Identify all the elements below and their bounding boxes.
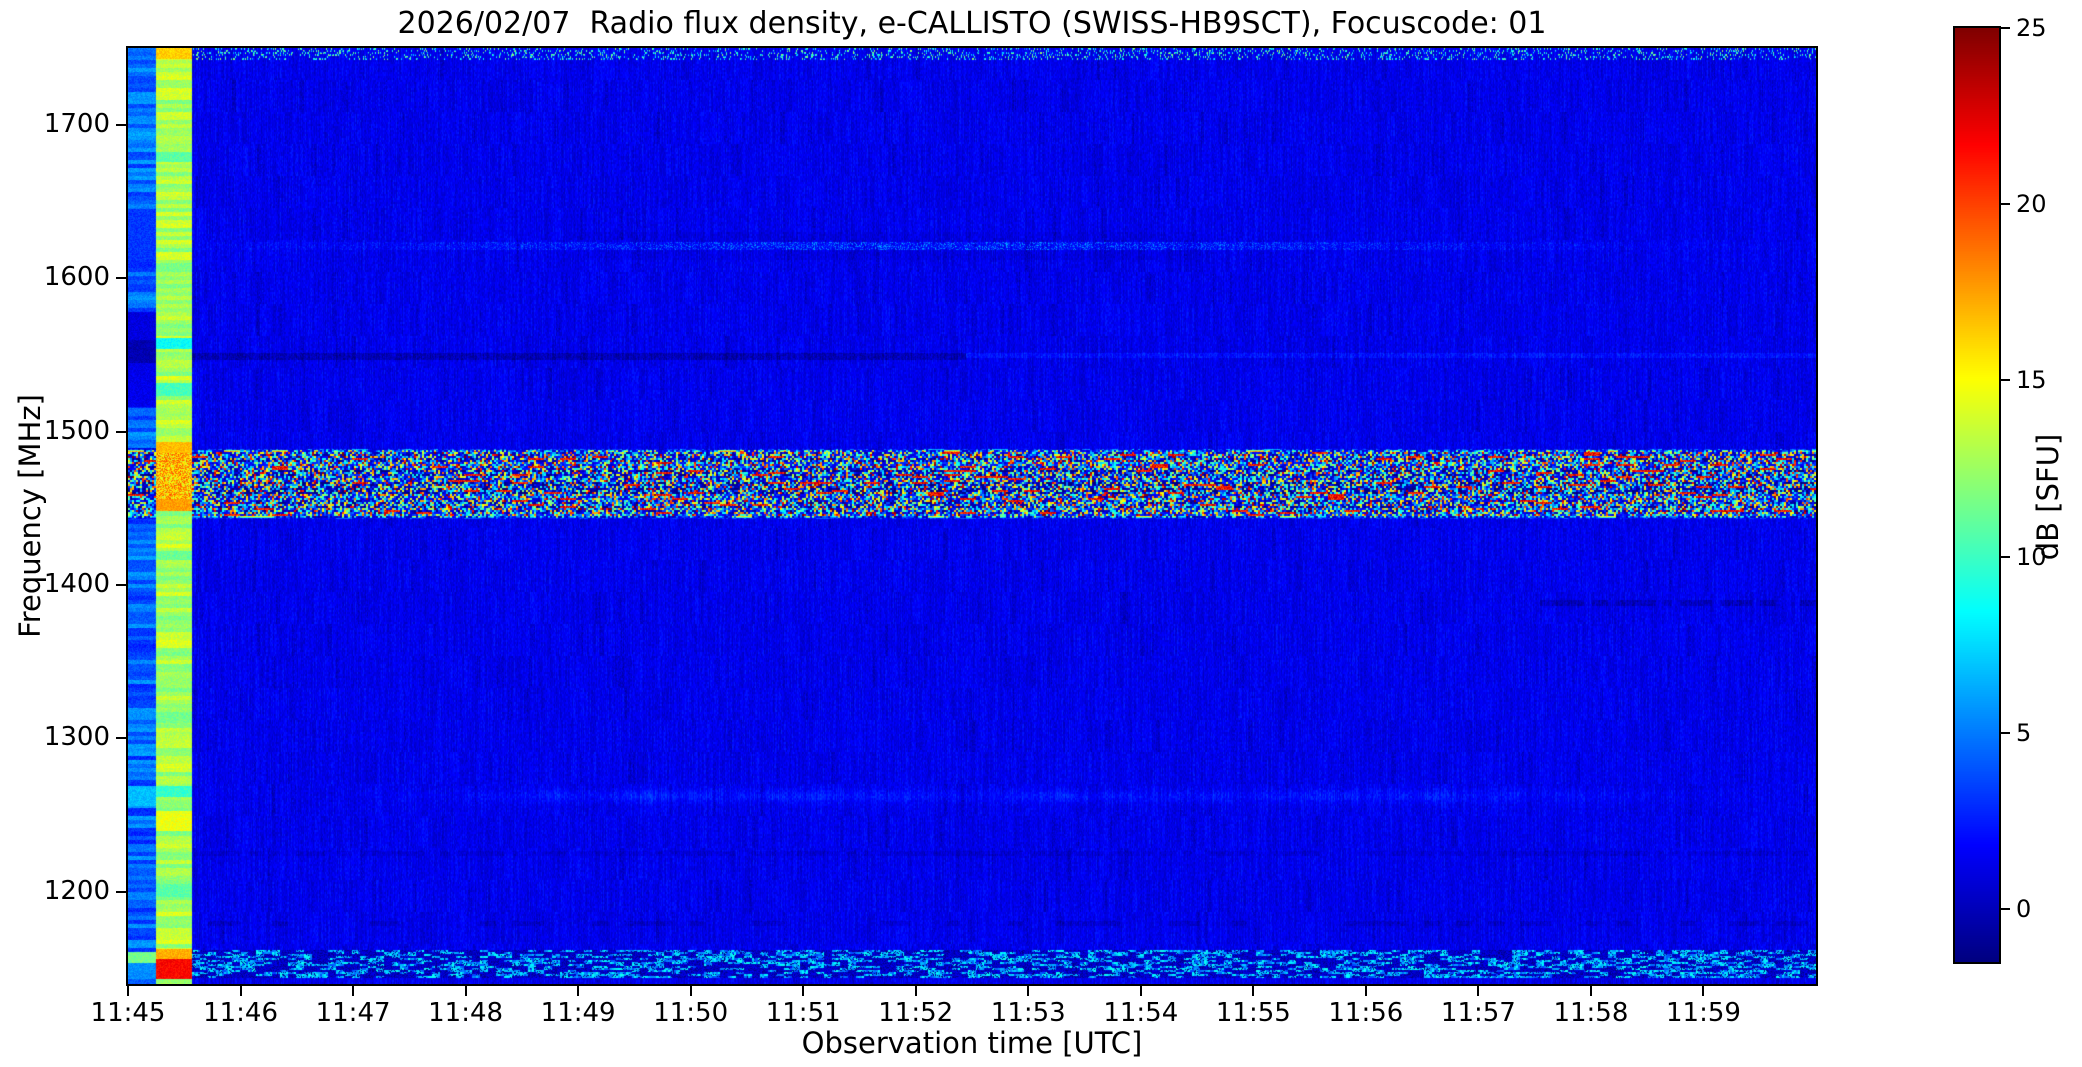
colorbar-tick-mark xyxy=(2001,555,2010,558)
x-tick-label: 11:48 xyxy=(428,998,504,1028)
colorbar-tick-label: 0 xyxy=(2016,895,2032,924)
x-tick-label: 11:50 xyxy=(653,998,729,1028)
x-tick-mark xyxy=(239,986,242,996)
colorbar-tick-mark xyxy=(2001,379,2010,382)
x-tick-label: 11:46 xyxy=(203,998,278,1028)
y-tick-label: 1400 xyxy=(43,569,110,600)
x-tick-label: 11:51 xyxy=(765,998,841,1028)
x-tick-mark xyxy=(802,986,805,996)
x-tick-mark xyxy=(577,986,580,996)
x-tick-label: 11:49 xyxy=(540,998,616,1028)
x-tick-label: 11:56 xyxy=(1328,998,1404,1028)
y-tick-label: 1200 xyxy=(43,875,110,906)
x-tick-mark xyxy=(1027,986,1030,996)
y-tick-label: 1700 xyxy=(43,108,110,139)
x-tick-label: 11:58 xyxy=(1553,998,1629,1028)
colorbar-gradient xyxy=(1955,28,1999,962)
x-tick-mark xyxy=(464,986,467,996)
y-tick-label: 1600 xyxy=(43,262,110,293)
x-tick-mark xyxy=(127,986,129,996)
plot-title: 2026/02/07 Radio flux density, e-CALLIST… xyxy=(397,6,1547,41)
x-tick-mark xyxy=(1252,986,1255,996)
y-tick-mark xyxy=(116,890,126,893)
colorbar-tick-mark xyxy=(2001,908,2010,911)
colorbar-label: dB [SFU] xyxy=(2031,433,2065,561)
x-tick-label: 11:59 xyxy=(1665,998,1741,1028)
y-tick-label: 1300 xyxy=(43,722,110,753)
x-tick-label: 11:57 xyxy=(1440,998,1516,1028)
y-axis-label: Frequency [MHz] xyxy=(13,394,47,638)
x-tick-mark xyxy=(1364,986,1367,996)
colorbar-tick-label: 25 xyxy=(2016,14,2047,42)
x-tick-mark xyxy=(914,986,917,996)
colorbar-tick-label: 5 xyxy=(2016,718,2032,747)
x-tick-mark xyxy=(1589,986,1592,996)
y-tick-mark xyxy=(116,430,126,433)
y-tick-mark xyxy=(116,737,126,740)
y-tick-mark xyxy=(116,277,126,280)
x-tick-label: 11:53 xyxy=(990,998,1066,1028)
colorbar-tick-mark xyxy=(2001,27,2010,29)
y-tick-mark xyxy=(116,123,126,126)
x-tick-mark xyxy=(352,986,355,996)
colorbar-tick-label: 15 xyxy=(2016,366,2047,395)
x-tick-label: 11:45 xyxy=(90,998,166,1028)
x-axis-label: Observation time [UTC] xyxy=(801,1026,1143,1060)
y-tick-mark xyxy=(116,584,126,587)
colorbar-tick-mark xyxy=(2001,731,2010,734)
colorbar-tick-label: 20 xyxy=(2016,190,2047,219)
x-tick-label: 11:52 xyxy=(878,998,954,1028)
y-tick-label: 1500 xyxy=(43,415,110,446)
x-tick-mark xyxy=(1702,986,1705,996)
x-tick-label: 11:54 xyxy=(1103,998,1179,1028)
x-tick-label: 11:55 xyxy=(1215,998,1291,1028)
colorbar-tick-mark xyxy=(2001,203,2010,206)
x-tick-mark xyxy=(689,986,692,996)
spectrogram-heatmap xyxy=(128,48,1816,984)
x-tick-label: 11:47 xyxy=(315,998,391,1028)
x-tick-mark xyxy=(1477,986,1480,996)
colorbar-tick-label: 10 xyxy=(2016,542,2047,571)
x-tick-mark xyxy=(1139,986,1142,996)
